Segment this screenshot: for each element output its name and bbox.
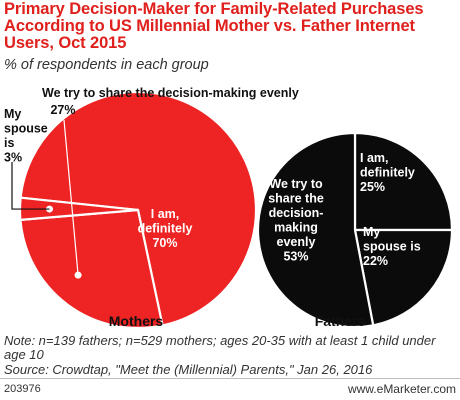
fathers-slice-1 [353,131,454,232]
fathers-chart-name: Fathers [315,313,366,329]
mothers-label-3: My spouse is 3% [4,107,48,165]
marker-27 [74,271,82,279]
mothers-label-1: I am, definitely 70% [138,207,193,250]
leader-line-27 [63,119,79,276]
mothers-slice-2 [19,208,164,330]
fathers-label-3: We try to share the decision-making evenly 5… [268,177,324,264]
chart-id: 203976 [4,383,41,395]
mothers-label-2: We try to share the decision-making even… [42,86,299,100]
fathers-slice-3 [256,131,375,329]
leader-line-3 [11,162,50,210]
mothers-slice-1 [19,90,258,327]
fathers-slice-2 [353,228,454,327]
footer-divider [0,378,460,379]
chart-note: Note: n=139 fathers; n=529 mothers; ages… [4,333,436,362]
brand-credit: www.eMarketer.com [347,382,456,396]
chart-subtitle: % of respondents in each group [4,57,209,73]
fathers-label-2: My spouse is 22% [363,225,421,268]
mothers-label-2-value: 27% [50,103,75,117]
chart-source: Source: Crowdtap, "Meet the (Millennial)… [4,362,373,377]
mothers-chart-name: Mothers [109,313,164,329]
chart-title: Primary Decision-Maker for Family-Relate… [4,0,424,52]
fathers-label-1: I am, definitely 25% [360,151,415,194]
pie-charts: I am, definitely 70% We try to share the de… [4,86,454,330]
